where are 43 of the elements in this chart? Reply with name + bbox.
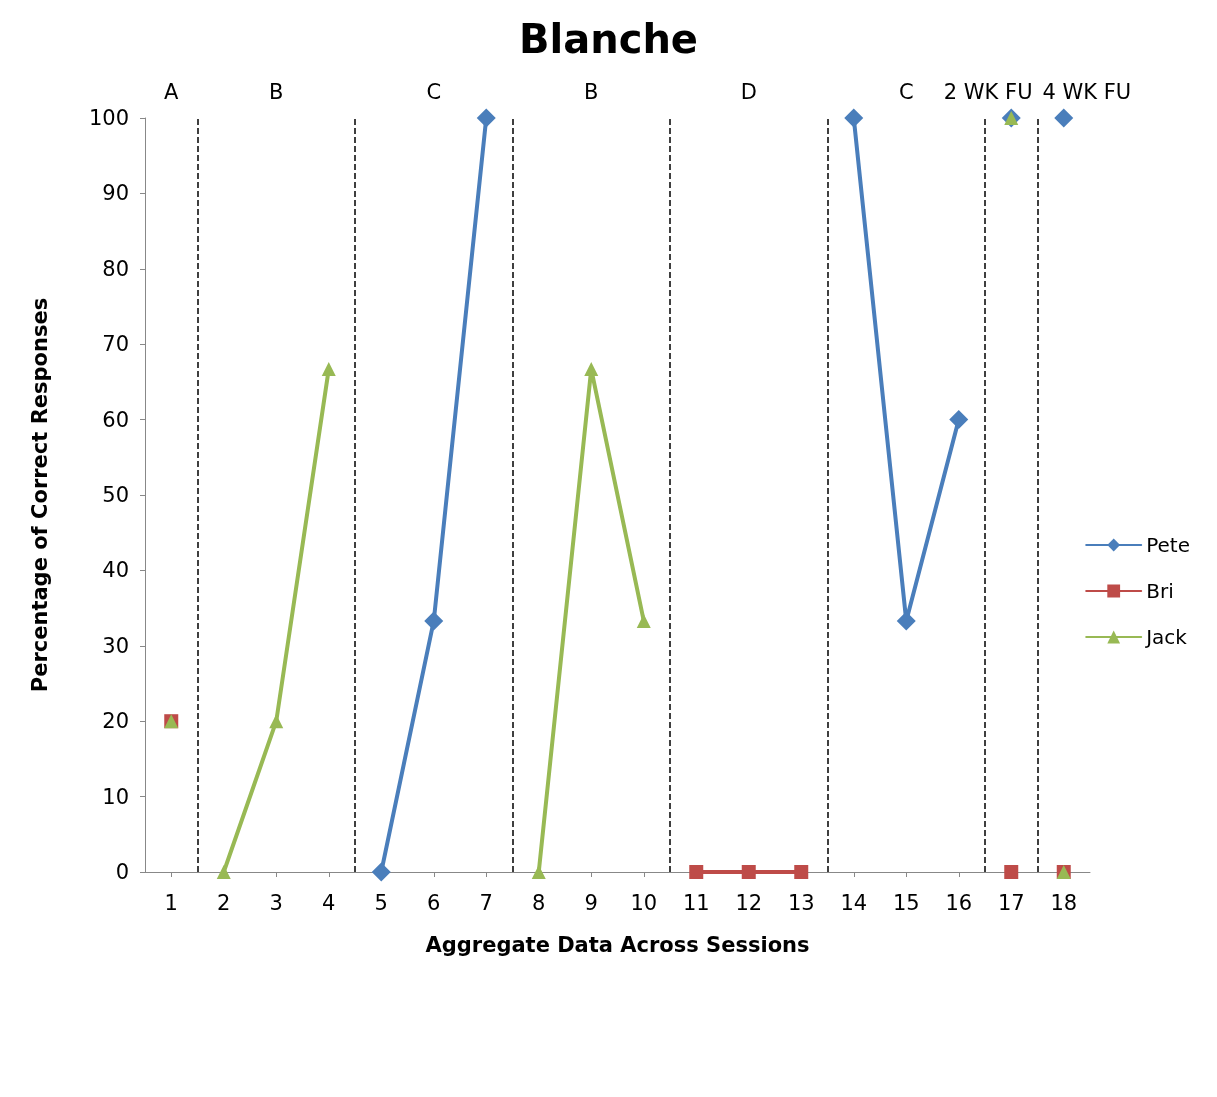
x-tick-label: 1 xyxy=(164,890,178,915)
x-tick-label: 7 xyxy=(479,890,493,915)
chart-title: Blanche xyxy=(519,16,698,62)
x-tick-label: 3 xyxy=(269,890,283,915)
text: B xyxy=(584,79,599,104)
y-tick-label: 90 xyxy=(102,181,129,206)
x-tick-label: 8 xyxy=(532,890,546,915)
text: 2 WK FU xyxy=(943,79,1033,104)
y-tick-label: 100 xyxy=(88,106,129,130)
legend-label: Bri xyxy=(1146,579,1174,603)
legend-label: Jack xyxy=(1144,625,1188,649)
text: B xyxy=(269,79,284,104)
x-tick-label: 9 xyxy=(584,890,598,915)
x-tick-label: 17 xyxy=(997,890,1025,915)
y-tick-label: 40 xyxy=(102,558,129,583)
x-tick-label: 10 xyxy=(630,890,658,915)
y-tick-label: 0 xyxy=(115,860,129,884)
text: 4 WK FU xyxy=(1042,79,1132,104)
x-tick-label: 12 xyxy=(735,890,763,915)
x-tick-label: 14 xyxy=(840,890,868,915)
x-tick-label: 11 xyxy=(682,890,710,915)
text: C xyxy=(426,79,442,104)
x-axis-title: Aggregate Data Across Sessions xyxy=(425,932,810,957)
y-tick-label: 50 xyxy=(102,483,129,507)
y-tick-label: 70 xyxy=(102,332,129,357)
text: D xyxy=(740,79,757,104)
x-tick-label: 18 xyxy=(1050,890,1078,915)
legend-label: Pete xyxy=(1146,533,1191,557)
text: C xyxy=(898,79,914,104)
x-tick-label: 6 xyxy=(427,890,441,915)
y-tick-label: 10 xyxy=(102,784,129,809)
y-axis-title: Percentage of Correct Responses xyxy=(27,297,52,693)
x-tick-label: 5 xyxy=(374,890,388,915)
y-tick-label: 80 xyxy=(102,256,129,281)
text: A xyxy=(164,79,180,104)
y-tick-label: 60 xyxy=(102,407,129,432)
x-tick-label: 2 xyxy=(217,890,231,915)
x-tick-label: 13 xyxy=(787,890,815,915)
x-tick-label: 16 xyxy=(945,890,973,915)
x-tick-label: 15 xyxy=(892,890,920,915)
y-tick-label: 20 xyxy=(102,709,129,734)
y-tick-label: 30 xyxy=(102,633,129,658)
x-tick-label: 4 xyxy=(322,890,336,915)
